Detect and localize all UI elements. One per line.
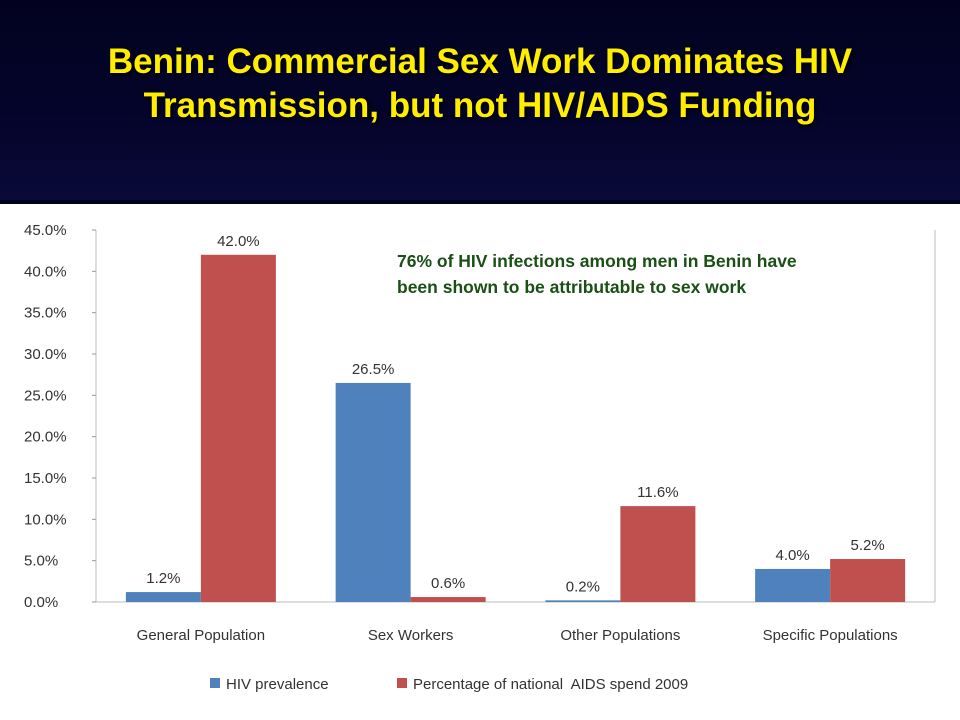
chart-axes: 0.0% 5.0% 10.0% 15.0% 20.0% 25.0% 30.0% 35.0% 40… <box>24 222 936 611</box>
y-tick-label: 30.0% <box>24 346 67 363</box>
bar-aids-spend <box>620 506 696 602</box>
chart-bars <box>125 254 906 603</box>
slide-header: Benin: Commercial Sex Work Dominates HIV… <box>0 0 960 200</box>
data-label: 42.0% <box>217 233 260 250</box>
bar-hiv-prevalence <box>125 592 201 602</box>
y-tick-label: 5.0% <box>24 553 58 570</box>
category-label: Other Populations <box>560 627 680 644</box>
data-label: 5.2% <box>851 537 885 554</box>
y-tick-label: 40.0% <box>24 263 67 280</box>
chart-annotation: 76% of HIV infections among men in Benin… <box>397 248 957 300</box>
bar-hiv-prevalence <box>545 600 621 602</box>
chart-legend: HIV prevalence Percentage of national AID… <box>210 676 688 693</box>
data-label: 26.5% <box>352 361 395 378</box>
data-label: 0.6% <box>431 575 465 592</box>
bar-hiv-prevalence <box>335 382 411 602</box>
bar-aids-spend <box>830 559 906 602</box>
category-label: General Population <box>137 627 265 644</box>
legend-label: HIV prevalence <box>226 676 329 693</box>
slide-title-line1: Benin: Commercial Sex Work Dominates HIV <box>107 42 853 81</box>
y-tick-label: 10.0% <box>24 511 67 528</box>
data-label: 0.2% <box>566 578 600 595</box>
slide-title: Benin: Commercial Sex Work Dominates HIV… <box>0 40 960 128</box>
data-label: 4.0% <box>776 547 810 564</box>
annotation-line1: 76% of HIV infections among men in Benin… <box>397 251 797 271</box>
legend-swatch <box>210 678 220 688</box>
bar-hiv-prevalence <box>755 568 831 602</box>
category-label: Sex Workers <box>368 627 454 644</box>
annotation-line2: been shown to be attributable to sex wor… <box>397 277 747 297</box>
y-tick-label: 20.0% <box>24 429 67 446</box>
chart-labels: 1.2% 42.0% General Population 26.5% 0.6% Sex … <box>137 233 898 644</box>
bar-chart: 0.0% 5.0% 10.0% 15.0% 20.0% 25.0% 30.0% 35.0% 40… <box>24 222 936 693</box>
category-label: Specific Populations <box>763 627 898 644</box>
slide-title-line2: Transmission, but not HIV/AIDS Funding <box>143 86 817 125</box>
bar-aids-spend <box>200 254 276 603</box>
bar-aids-spend <box>410 597 486 602</box>
y-tick-label: 35.0% <box>24 305 67 322</box>
y-tick-label: 15.0% <box>24 470 67 487</box>
chart-panel: 0.0% 5.0% 10.0% 15.0% 20.0% 25.0% 30.0% 35.0% 40… <box>0 204 960 720</box>
y-tick-label: 0.0% <box>24 594 58 611</box>
legend-label: Percentage of national AIDS spend 2009 <box>413 676 688 693</box>
y-tick-label: 45.0% <box>24 222 67 239</box>
data-label: 1.2% <box>146 570 180 587</box>
legend-swatch <box>397 678 407 688</box>
data-label: 11.6% <box>637 484 678 501</box>
y-tick-label: 25.0% <box>24 387 67 404</box>
